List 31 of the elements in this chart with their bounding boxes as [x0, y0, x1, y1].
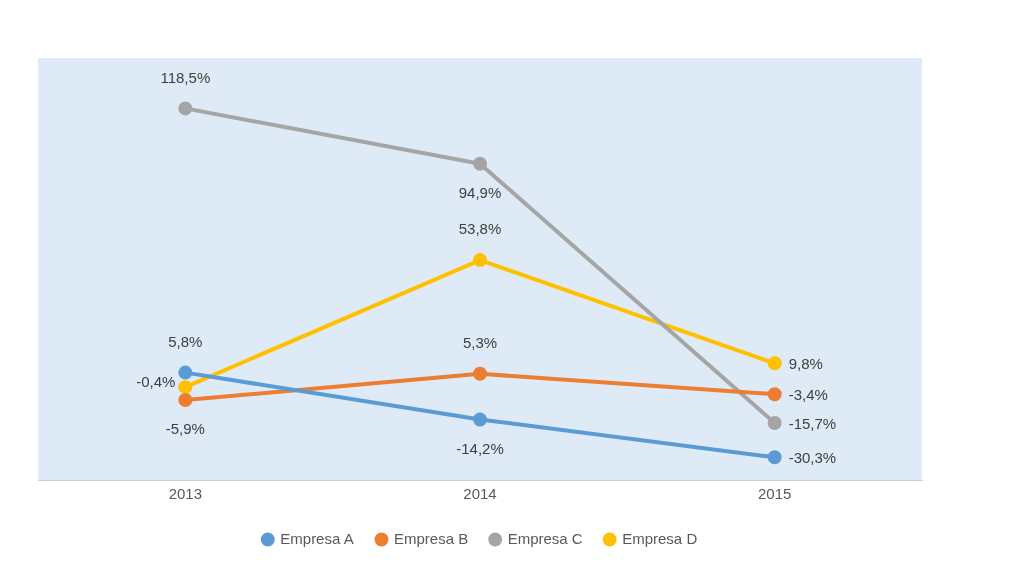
point [767, 416, 782, 431]
point [767, 387, 782, 402]
point [178, 101, 193, 116]
legend-label: Empresa B [393, 529, 469, 547]
legend-label: Empresa C [507, 529, 583, 547]
point [473, 156, 487, 171]
data-label: -3,4% [788, 386, 828, 404]
data-label: 5,8% [168, 332, 203, 350]
data-label: 94,9% [458, 183, 502, 201]
point [178, 380, 193, 395]
point [767, 450, 782, 465]
point [178, 365, 193, 380]
x-tick-label: 2015 [757, 485, 792, 503]
data-label: 5,3% [462, 333, 498, 351]
point [767, 356, 782, 371]
point [473, 253, 487, 268]
data-label: -5,9% [165, 420, 205, 438]
x-tick-label: 2013 [168, 485, 203, 503]
data-label: 53,8% [458, 220, 502, 238]
data-label: 9,8% [788, 355, 823, 373]
legend-label: Empresa A [280, 529, 354, 547]
x-tick-label: 2014 [463, 485, 497, 503]
data-label: -30,3% [788, 449, 837, 467]
legend-label: Empresa D [622, 529, 698, 547]
data-label: -15,7% [788, 415, 837, 433]
data-label: -0,4% [136, 373, 176, 391]
data-label: 118,5% [160, 68, 211, 86]
point [178, 393, 193, 408]
data-label: -14,2% [456, 439, 504, 457]
point [473, 412, 487, 427]
point [473, 366, 487, 381]
